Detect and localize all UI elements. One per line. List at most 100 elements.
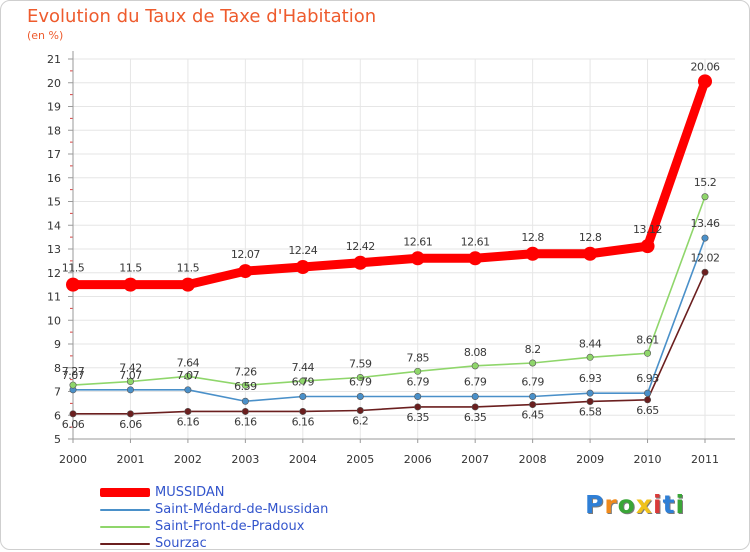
- logo-letter: i: [653, 490, 663, 519]
- data-point: [299, 377, 307, 385]
- data-point: [238, 264, 253, 279]
- series-group: [66, 74, 712, 418]
- data-point: [701, 268, 709, 276]
- data-label: 12.07: [231, 248, 260, 261]
- data-label: 7.07: [119, 369, 142, 382]
- data-point: [644, 396, 652, 404]
- data-point: [414, 392, 422, 400]
- data-label: 11.5: [62, 262, 85, 275]
- data-point: [126, 378, 134, 386]
- x-tick-label: 2005: [346, 453, 374, 466]
- data-label: 8.08: [464, 346, 487, 359]
- data-point: [356, 406, 364, 414]
- x-tick-label: 2002: [174, 453, 202, 466]
- data-point: [241, 381, 249, 389]
- data-label: 6.16: [234, 415, 257, 428]
- data-point: [644, 349, 652, 357]
- data-point: [414, 403, 422, 411]
- x-tick-label: 2011: [691, 453, 719, 466]
- data-point: [644, 389, 652, 397]
- data-label: 8.44: [579, 337, 602, 350]
- data-label: 6.93: [636, 372, 659, 385]
- y-tick-label: 20: [47, 77, 61, 90]
- data-point: [184, 407, 192, 415]
- data-point: [126, 410, 134, 418]
- chart-title: Evolution du Taux de Taxe d'Habitation: [27, 6, 377, 27]
- data-point: [701, 234, 709, 242]
- legend-swatch: [100, 543, 150, 545]
- logo-letter: t: [662, 490, 676, 519]
- data-label: 6.59: [234, 380, 257, 393]
- data-label: 6.93: [579, 372, 602, 385]
- y-tick-label: 8: [54, 362, 61, 375]
- data-label: 12.02: [691, 251, 720, 264]
- data-label: 12.8: [521, 231, 544, 244]
- legend-label: Saint-Médard-de-Mussidan: [155, 502, 329, 517]
- data-label: 6.2: [352, 415, 368, 428]
- data-point: [356, 392, 364, 400]
- y-tick-label: 18: [47, 124, 61, 137]
- data-point: [184, 386, 192, 394]
- data-point: [123, 277, 138, 292]
- data-point: [126, 386, 134, 394]
- data-label: 8.61: [636, 333, 659, 346]
- x-tick-label: 2001: [116, 453, 144, 466]
- legend-swatch: [100, 509, 150, 511]
- data-label: 12.61: [403, 235, 432, 248]
- data-point: [241, 397, 249, 405]
- data-label: 7.07: [177, 369, 200, 382]
- data-label: 7.44: [292, 361, 315, 374]
- x-tick-label: 2004: [289, 453, 317, 466]
- data-point: [299, 407, 307, 415]
- data-point: [586, 397, 594, 405]
- x-tick-label: 2006: [404, 453, 432, 466]
- logo-letter: x: [635, 490, 653, 519]
- data-point: [529, 392, 537, 400]
- data-label: 13.46: [691, 217, 720, 230]
- y-tick-label: 19: [47, 101, 61, 114]
- data-label: 6.65: [636, 404, 659, 417]
- data-labels: 11.5 11.5 11.5 12.07 12.24 12.42 12.61 12.61 12.…: [62, 60, 721, 431]
- data-point: [698, 74, 712, 89]
- data-point: [701, 193, 709, 201]
- y-tick-label: 10: [47, 314, 61, 327]
- data-point: [525, 246, 540, 261]
- data-label: 6.06: [62, 418, 85, 431]
- data-label: 6.16: [292, 415, 315, 428]
- y-tick-label: 7: [54, 386, 61, 399]
- data-label: 12.61: [461, 235, 490, 248]
- data-point: [471, 362, 479, 370]
- logo-letter: P: [585, 490, 605, 519]
- data-label: 12.42: [346, 240, 375, 253]
- x-tick-label: 2003: [231, 453, 259, 466]
- data-label: 6.35: [464, 411, 487, 424]
- data-label: 8.2: [525, 343, 541, 356]
- legend-label: MUSSIDAN: [155, 485, 225, 500]
- axes: 5 6 7 8 9 10 11 12 13 14 15 16 17 18 19 20 21 2000 2001 200…: [47, 51, 735, 466]
- series-line-0: [68, 76, 710, 290]
- data-point: [69, 381, 77, 389]
- data-label: 7.26: [234, 365, 257, 378]
- data-point: [414, 367, 422, 375]
- y-tick-label: 5: [54, 433, 61, 446]
- x-tick-label: 2007: [461, 453, 489, 466]
- y-tick-label: 13: [47, 243, 61, 256]
- data-point: [529, 401, 537, 409]
- grid: [72, 58, 735, 440]
- data-label: 6.79: [292, 375, 315, 388]
- data-label: 11.5: [177, 262, 200, 275]
- logo-letter: r: [604, 490, 618, 519]
- legend-label: Saint-Front-de-Pradoux: [155, 519, 305, 534]
- data-point: [69, 410, 77, 418]
- y-tick-label: 17: [47, 148, 61, 161]
- data-label: 6.16: [177, 415, 200, 428]
- data-label: 6.35: [406, 411, 429, 424]
- data-label: 7.59: [349, 357, 372, 370]
- data-label: 7.07: [62, 369, 85, 382]
- x-tick-label: 2008: [519, 453, 547, 466]
- data-point: [184, 372, 192, 380]
- y-tick-label: 12: [47, 267, 61, 280]
- data-point: [529, 359, 537, 367]
- data-label: 6.79: [521, 375, 544, 388]
